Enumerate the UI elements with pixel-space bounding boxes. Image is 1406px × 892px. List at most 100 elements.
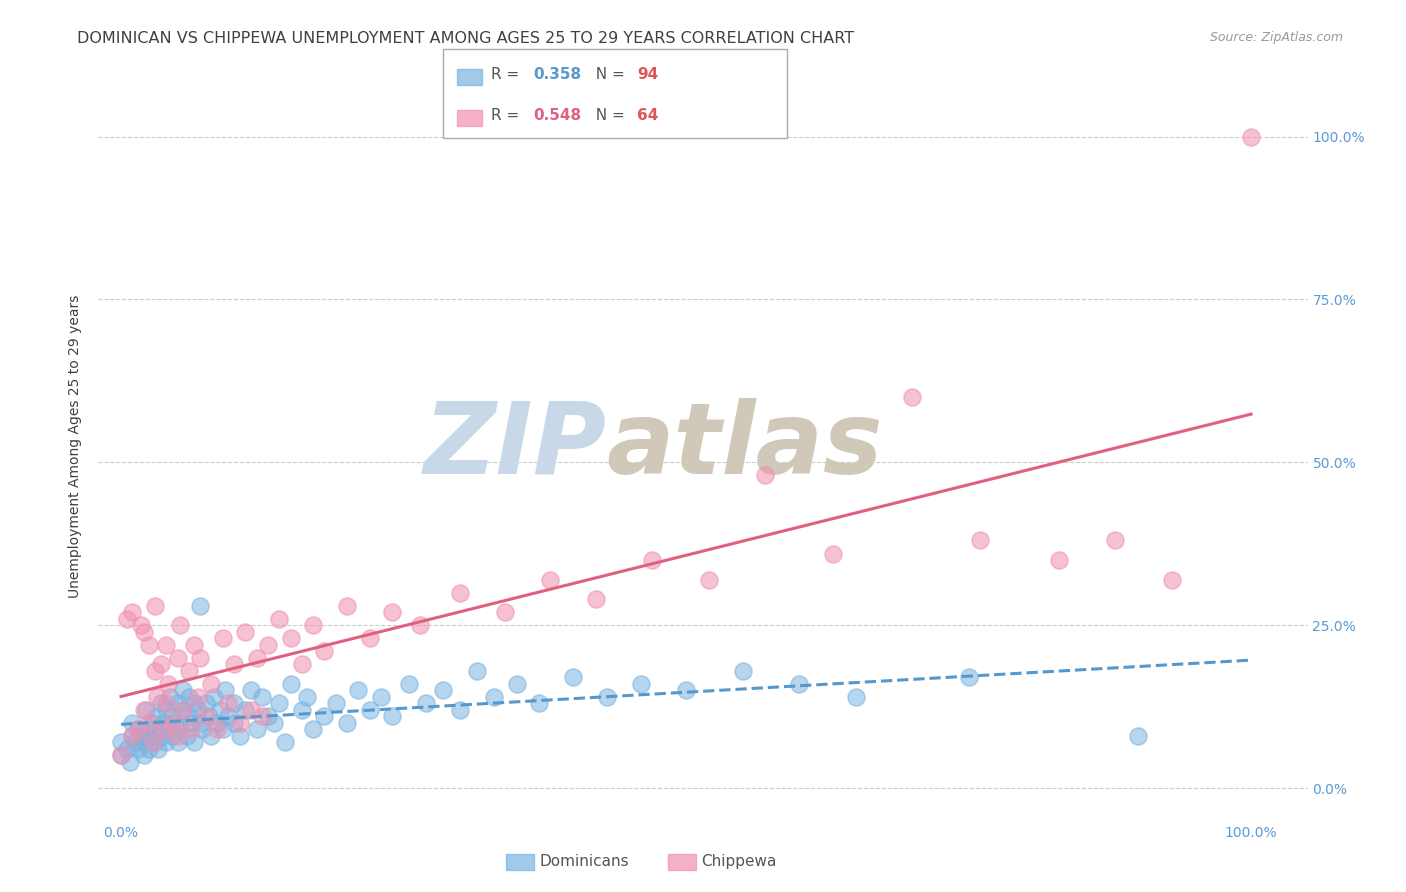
Point [187,690,209,704]
Point [143,664,166,678]
Point [121,715,143,730]
Point [155,638,177,652]
Point [240,683,263,698]
Point [177,664,200,678]
Point [176,729,198,743]
Point [155,697,177,711]
Point [157,723,180,737]
Point [280,677,302,691]
Point [415,697,437,711]
Point [200,729,222,743]
Point [149,657,172,672]
Point [143,723,166,737]
Point [121,729,143,743]
Point [217,697,239,711]
Point [505,677,527,691]
Point [149,729,172,743]
Point [166,729,188,743]
Point [228,715,250,730]
Point [191,723,214,737]
Text: 64: 64 [637,108,658,122]
Text: DOMINICAN VS CHIPPEWA UNEMPLOYMENT AMONG AGES 25 TO 29 YEARS CORRELATION CHART: DOMINICAN VS CHIPPEWA UNEMPLOYMENT AMONG… [77,31,855,46]
Point [1240,129,1263,144]
Point [160,715,183,730]
Point [697,573,720,587]
Point [214,683,236,698]
Point [200,677,222,691]
Point [381,709,404,723]
Point [257,638,280,652]
Point [142,735,165,749]
Point [1047,553,1070,567]
Point [205,715,228,730]
Point [142,715,165,730]
Point [596,690,619,704]
Point [314,709,336,723]
Point [127,723,149,737]
Point [263,715,285,730]
Point [132,703,155,717]
Point [280,631,302,645]
Point [138,742,160,756]
Point [202,690,225,704]
Point [127,723,149,737]
Point [166,697,188,711]
Point [155,735,177,749]
Text: atlas: atlas [606,398,883,494]
Point [291,703,314,717]
Point [969,533,991,548]
Point [121,605,143,619]
Point [269,612,291,626]
Y-axis label: Unemployment Among Ages 25 to 29 years: Unemployment Among Ages 25 to 29 years [69,294,83,598]
Point [110,748,132,763]
Point [562,670,585,684]
Text: N =: N = [586,108,630,122]
Point [314,644,336,658]
Text: Dominicans: Dominicans [540,855,630,869]
Point [336,599,359,613]
Point [155,703,177,717]
Point [269,697,291,711]
Point [166,650,188,665]
Point [159,690,181,704]
Point [641,553,664,567]
Point [131,618,153,632]
Point [115,612,138,626]
Point [160,729,183,743]
Point [138,729,160,743]
Point [845,690,868,704]
Point [205,723,228,737]
Point [177,709,200,723]
Point [157,677,180,691]
Point [787,677,810,691]
Point [233,703,256,717]
Text: Source: ZipAtlas.com: Source: ZipAtlas.com [1209,31,1343,45]
Point [246,723,269,737]
Point [149,697,172,711]
Point [180,715,202,730]
Point [183,638,205,652]
Point [585,592,607,607]
Point [138,638,160,652]
Point [132,748,155,763]
Point [135,723,157,737]
Point [132,735,155,749]
Point [120,755,142,769]
Point [222,697,245,711]
Point [165,715,187,730]
Text: ZIP: ZIP [423,398,606,494]
Point [143,599,166,613]
Point [449,703,471,717]
Point [630,677,652,691]
Point [135,703,157,717]
Point [246,650,269,665]
Point [148,742,170,756]
Point [821,547,844,561]
Point [527,697,550,711]
Text: R =: R = [491,67,524,81]
Text: 94: 94 [637,67,658,81]
Point [325,697,347,711]
Text: Chippewa: Chippewa [702,855,778,869]
Point [482,690,505,704]
Point [166,735,188,749]
